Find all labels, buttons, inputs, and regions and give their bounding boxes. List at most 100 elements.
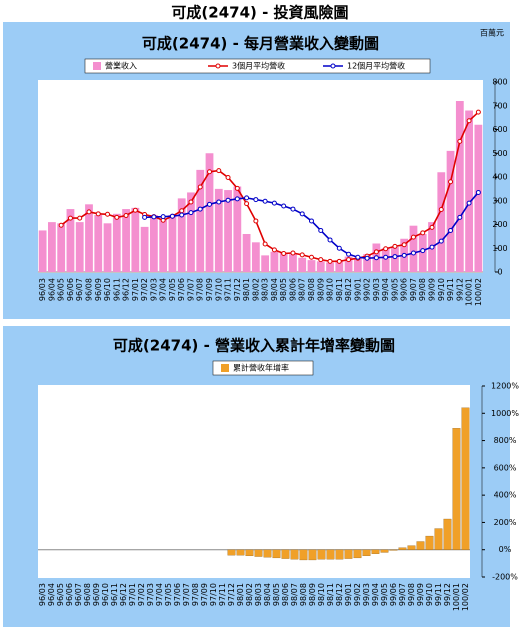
line-marker xyxy=(336,245,342,251)
line-marker xyxy=(207,169,213,175)
y-tick-label: 1200% xyxy=(491,382,519,391)
bar xyxy=(227,549,236,556)
line-marker xyxy=(86,209,92,215)
x-tick-label: 99/05 xyxy=(380,583,389,606)
bar xyxy=(398,547,407,550)
line-marker xyxy=(299,252,305,258)
bar xyxy=(290,549,299,560)
x-tick-label: 99/06 xyxy=(389,583,398,606)
line-marker xyxy=(438,207,444,213)
line-marker xyxy=(401,242,407,248)
x-tick-label: 99/12 xyxy=(455,278,464,301)
bar xyxy=(263,549,272,558)
x-tick-label: 100/01 xyxy=(452,583,461,611)
x-tick-label: 96/08 xyxy=(83,583,92,606)
y-tick-label: 200% xyxy=(494,518,517,527)
line-marker xyxy=(448,179,454,185)
x-tick-label: 96/03 xyxy=(38,278,47,301)
x-tick-label: 100/02 xyxy=(461,583,470,611)
header: 可成(2474) - 投資風險圖 xyxy=(171,4,348,22)
x-tick-label: 98/09 xyxy=(308,583,317,606)
x-tick-label: 97/08 xyxy=(191,583,200,606)
x-tick-label: 99/02 xyxy=(363,278,372,301)
line-marker xyxy=(457,214,463,220)
bar xyxy=(474,124,483,272)
y-tick-label: 500 xyxy=(492,149,507,158)
bar xyxy=(298,257,307,272)
line-marker xyxy=(105,211,111,217)
x-tick-label: 98/01 xyxy=(242,278,251,301)
x-tick-label: 96/05 xyxy=(57,278,66,301)
y-tick-label: 700 xyxy=(492,101,507,110)
y-tick-label: 0% xyxy=(499,545,512,554)
x-tick-label: 99/01 xyxy=(344,583,353,606)
x-tick-label: 99/09 xyxy=(428,278,437,301)
legend-marker xyxy=(215,63,221,69)
x-tick-label: 96/12 xyxy=(119,583,128,606)
x-tick-label: 96/07 xyxy=(74,583,83,606)
line-marker xyxy=(197,206,203,212)
line-marker xyxy=(253,218,259,224)
bar xyxy=(326,549,335,560)
line-marker xyxy=(179,212,185,218)
line-marker xyxy=(336,258,342,264)
x-tick-label: 98/02 xyxy=(251,278,260,301)
bar xyxy=(270,251,279,272)
x-tick-label: 99/10 xyxy=(425,583,434,606)
x-tick-label: 96/09 xyxy=(94,278,103,301)
bar xyxy=(66,209,75,272)
x-tick-label: 99/08 xyxy=(407,583,416,606)
line-marker xyxy=(308,218,314,224)
line-marker xyxy=(457,138,463,144)
line-marker xyxy=(327,258,333,264)
y-tick-label: 400 xyxy=(492,173,507,182)
x-tick-label: 97/01 xyxy=(131,278,140,301)
x-tick-label: 98/07 xyxy=(290,583,299,606)
bar xyxy=(140,226,149,272)
line-marker xyxy=(475,189,481,195)
line-marker xyxy=(262,241,268,247)
x-tick-label: 97/02 xyxy=(140,278,149,301)
bar xyxy=(214,188,223,272)
legend-label: 3個月平均營收 xyxy=(232,61,285,71)
x-tick-label: 97/04 xyxy=(159,278,168,301)
x-tick-label: 96/05 xyxy=(56,583,65,606)
x-tick-label: 98/05 xyxy=(279,278,288,301)
line-marker xyxy=(448,227,454,233)
x-tick-label: 99/07 xyxy=(409,278,418,301)
line-marker xyxy=(281,250,287,256)
bar xyxy=(434,528,443,550)
bar xyxy=(416,541,425,550)
x-tick-label: 98/11 xyxy=(335,278,344,301)
bar xyxy=(112,213,121,272)
line-marker xyxy=(318,227,324,233)
line-marker xyxy=(132,207,138,213)
bar xyxy=(461,407,470,550)
bar xyxy=(465,110,473,272)
line-marker xyxy=(271,200,277,206)
bar xyxy=(389,549,398,551)
line-marker xyxy=(308,254,314,260)
bar xyxy=(371,549,380,554)
x-tick-label: 98/04 xyxy=(263,583,272,606)
line-marker xyxy=(77,215,83,221)
x-tick-label: 97/07 xyxy=(182,583,191,606)
bar xyxy=(335,260,344,272)
line-marker xyxy=(271,247,277,253)
x-tick-label: 99/11 xyxy=(446,278,455,301)
bar xyxy=(455,101,464,272)
line-marker xyxy=(244,201,250,207)
bar xyxy=(391,247,399,272)
line-marker xyxy=(475,109,481,115)
bar xyxy=(316,261,325,272)
bar xyxy=(233,186,242,272)
line-marker xyxy=(58,222,64,228)
bar xyxy=(122,209,130,272)
plot-area xyxy=(38,385,470,578)
x-tick-label: 97/07 xyxy=(186,278,195,301)
x-tick-label: 98/12 xyxy=(335,583,344,606)
x-tick-label: 99/04 xyxy=(371,583,380,606)
bar xyxy=(159,218,168,272)
x-tick-label: 97/06 xyxy=(173,583,182,606)
x-tick-label: 99/09 xyxy=(416,583,425,606)
